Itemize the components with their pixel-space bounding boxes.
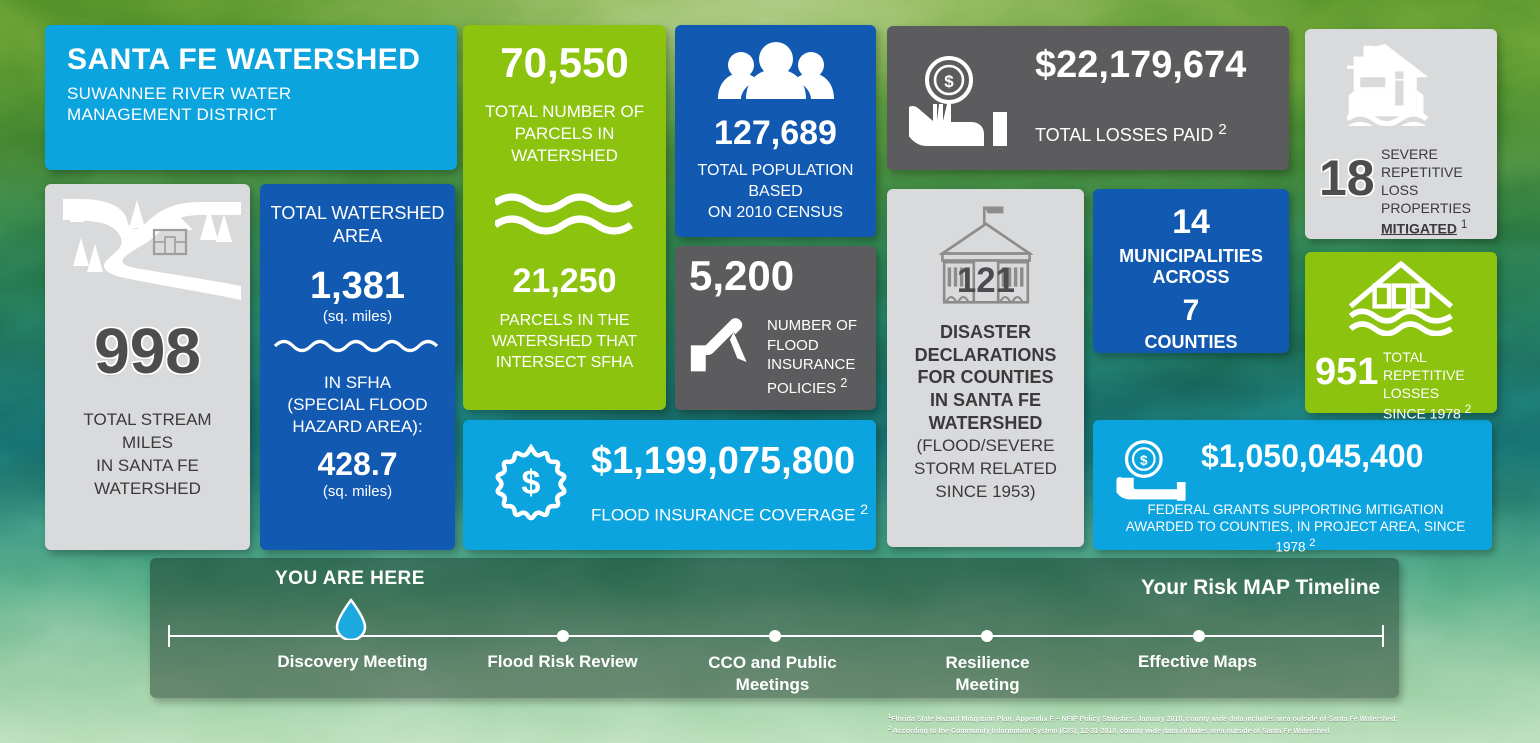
svg-text:$: $ bbox=[522, 464, 541, 502]
svg-text:121: 121 bbox=[956, 261, 1014, 300]
svg-text:$: $ bbox=[1140, 453, 1148, 468]
svg-text:$: $ bbox=[944, 72, 954, 91]
